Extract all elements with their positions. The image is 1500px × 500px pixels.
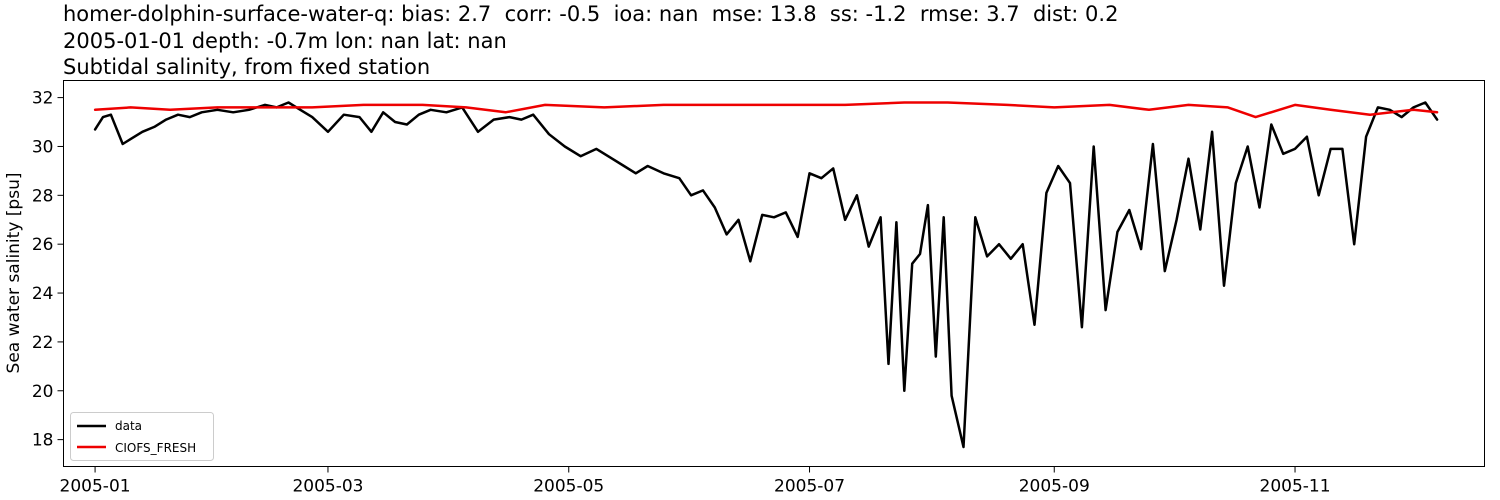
y-tick-label: 20 <box>32 382 54 402</box>
series-line-data <box>93 101 1439 449</box>
x-tick-label: 2005-09 <box>1019 477 1090 497</box>
y-tick-label: 22 <box>32 333 54 353</box>
chart-title-line-2: 2005-01-01 depth: -0.7m lon: nan lat: na… <box>63 29 507 53</box>
y-tick-label: 26 <box>32 235 54 255</box>
legend-box <box>70 412 214 461</box>
axis-ticks: 2005-01 2005-03 2005-05 2005-07 2005-09 2005-… <box>32 89 1331 497</box>
legend-label-data: data <box>115 419 142 433</box>
y-tick-label: 28 <box>32 186 54 206</box>
series-line-ciofs-fresh <box>93 101 1439 119</box>
x-tick-label: 2005-07 <box>774 477 845 497</box>
chart-title-line-3: Subtidal salinity, from fixed station <box>63 55 431 79</box>
legend-label-ciofs-fresh: CIOFS_FRESH <box>115 441 196 455</box>
x-tick-label: 2005-01 <box>60 477 131 497</box>
y-tick-label: 18 <box>32 431 54 451</box>
y-tick-label: 32 <box>32 89 54 109</box>
y-tick-label: 24 <box>32 284 54 304</box>
legend: data CIOFS_FRESH <box>70 412 214 461</box>
x-tick-label: 2005-05 <box>533 477 604 497</box>
x-tick-label: 2005-03 <box>292 477 363 497</box>
x-tick-label: 2005-11 <box>1260 477 1331 497</box>
series-lines <box>93 101 1439 449</box>
y-axis-label: Sea water salinity [psu] <box>4 173 24 374</box>
y-tick-label: 30 <box>32 137 54 157</box>
chart-title-line-1: homer-dolphin-surface-water-q: bias: 2.7… <box>63 2 1119 26</box>
plot-frame <box>63 80 1485 467</box>
